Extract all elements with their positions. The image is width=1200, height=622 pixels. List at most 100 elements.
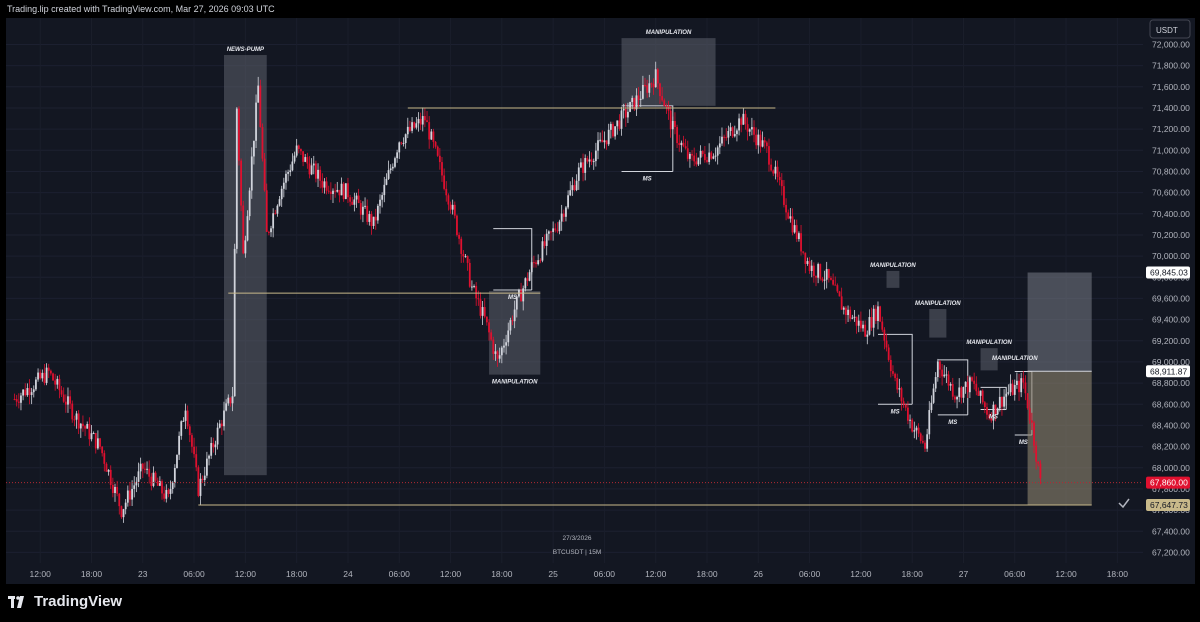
time-tick-label: 12:00 — [645, 569, 667, 579]
candle-body-up — [293, 155, 296, 162]
candle-body-up — [280, 188, 283, 200]
candle-body-up — [176, 454, 178, 469]
candle-body-down — [468, 262, 471, 287]
candle-body-down — [772, 170, 775, 174]
candle-body-down — [960, 387, 963, 398]
candle-body-up — [182, 420, 185, 422]
candle-body-down — [265, 190, 268, 232]
time-tick-label: 27 — [959, 569, 969, 579]
candle-body-down — [562, 213, 565, 217]
candle-body-up — [406, 126, 409, 135]
candle-body-up — [718, 143, 721, 148]
candle-body-up — [926, 434, 929, 449]
price-tick-label: 71,200.00 — [1152, 124, 1190, 134]
candle-body-up — [964, 381, 967, 387]
candle-body-up — [513, 309, 516, 322]
candle-body-down — [637, 95, 640, 100]
candle-body-down — [785, 204, 787, 213]
candle-body-down — [703, 154, 706, 161]
candle-body-down — [795, 225, 798, 240]
watermark-symbol: BTCUSDT | 15M — [553, 549, 602, 556]
candle-body-up — [866, 334, 869, 337]
candle-body-down — [154, 472, 157, 481]
candle-body-down — [612, 123, 614, 137]
candle-body-down — [691, 153, 693, 156]
candle-body-up — [528, 272, 531, 281]
candle-body-up — [524, 278, 527, 289]
price-tick-label: 70,600.00 — [1152, 188, 1190, 198]
candle-body-down — [601, 139, 604, 143]
candle-body-up — [253, 140, 255, 157]
candle-body-up — [336, 189, 339, 192]
candle-body-down — [267, 231, 270, 233]
candle-body-down — [900, 388, 903, 402]
candle-body-up — [862, 324, 864, 329]
candle-body-down — [462, 253, 465, 257]
price-chart[interactable]: NEWS-PUMP MANIPULATION MS MANIPULATION MS MAN… — [0, 18, 1200, 584]
currency-button[interactable]: USDT — [1149, 19, 1191, 39]
candle-body-down — [327, 190, 330, 192]
candle-body-down — [263, 158, 266, 191]
candle-body-down — [1039, 463, 1042, 479]
candle-body-down — [911, 419, 914, 432]
candle-body-up — [67, 396, 69, 405]
candle-body-up — [1009, 383, 1012, 393]
time-axis[interactable]: 12:00 18:00 23 06:00 12:00 18:00 24 06:00 12:00 1… — [30, 569, 1129, 579]
candle-body-up — [629, 102, 631, 112]
checkmark-icon[interactable] — [1118, 498, 1130, 509]
candle-body-down — [532, 262, 535, 264]
candle-body-up — [235, 108, 238, 249]
candle-body-up — [603, 140, 606, 143]
candle-body-up — [943, 374, 946, 377]
candle-body-down — [917, 427, 920, 434]
candle-body-down — [819, 264, 822, 279]
chart-area[interactable]: NEWS-PUMP MANIPULATION MS MANIPULATION MS MAN… — [0, 18, 1200, 584]
candle-body-down — [49, 370, 52, 374]
candle-body-up — [936, 361, 939, 378]
candle-body-down — [460, 238, 463, 254]
brand-logo[interactable]: TradingView — [8, 593, 122, 610]
time-tick-label: 24 — [343, 569, 353, 579]
candle-body-down — [755, 134, 758, 146]
candle-body-down — [432, 131, 435, 142]
candle-body-down — [678, 143, 681, 146]
annotation-label: MANIPULATION — [992, 356, 1038, 362]
candle-body-up — [680, 142, 683, 146]
candle-body-up — [451, 204, 454, 210]
candle-body-up — [635, 95, 638, 110]
candle-body-up — [114, 486, 116, 494]
price-tick-label: 68,800.00 — [1152, 378, 1190, 388]
candle-body-up — [505, 342, 508, 346]
candle-body-up — [473, 286, 475, 288]
candle-body-up — [223, 410, 225, 427]
candle-body-down — [357, 195, 360, 204]
zone-manipulation — [929, 309, 947, 338]
candle-body-down — [423, 116, 426, 121]
candle-body-down — [188, 426, 191, 436]
candle-body-down — [990, 418, 993, 421]
candle-body-down — [47, 367, 50, 371]
annotation-label: MANIPULATION — [492, 380, 538, 386]
candle-body-up — [90, 433, 93, 440]
candle-body-up — [761, 140, 764, 147]
candle-body-down — [556, 230, 559, 232]
candle-body-up — [616, 120, 619, 127]
candle-body-down — [347, 183, 349, 198]
currency-label: USDT — [1156, 26, 1178, 35]
candle-body-down — [1030, 420, 1033, 423]
candle-body-down — [539, 260, 542, 262]
levels — [6, 107, 1143, 506]
candle-body-down — [590, 159, 593, 162]
candle-body-down — [314, 163, 317, 179]
candle-body-up — [421, 116, 424, 125]
candle-body-down — [763, 140, 766, 143]
time-tick-label: 18:00 — [1107, 569, 1129, 579]
candle-body-down — [883, 329, 886, 341]
candle-body-down — [325, 181, 328, 191]
candle-body-down — [456, 215, 458, 235]
candle-body-down — [69, 396, 72, 404]
annotation-label: MANIPULATION — [915, 301, 961, 307]
candle-body-up — [932, 388, 935, 403]
candle-body-down — [453, 204, 456, 216]
candle-body-down — [885, 340, 888, 348]
